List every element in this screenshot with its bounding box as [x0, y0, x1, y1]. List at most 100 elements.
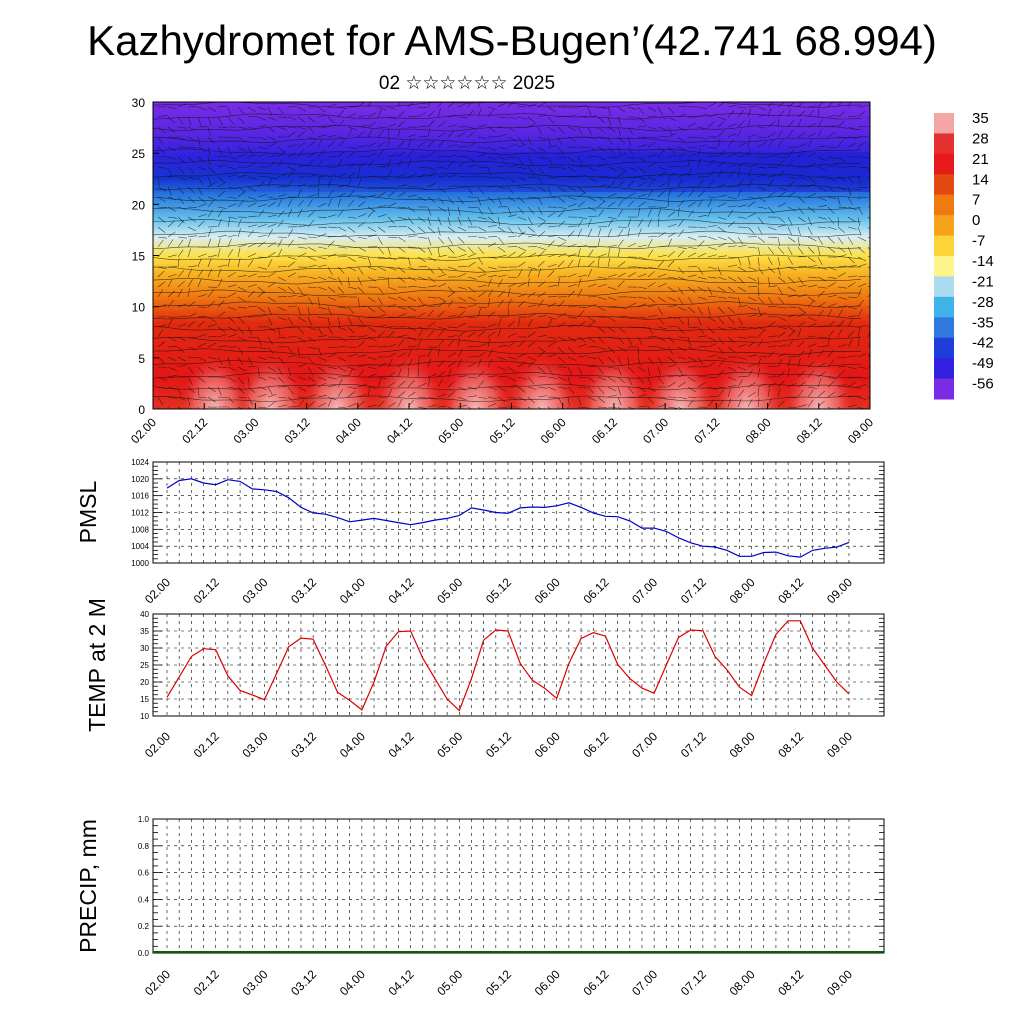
- wind-barb: [807, 256, 816, 263]
- wind-barb: [637, 176, 647, 181]
- wind-barb: [447, 368, 452, 378]
- wind-barb: [417, 256, 426, 263]
- warm-cell: [236, 344, 305, 409]
- wind-barb: [277, 238, 283, 248]
- wind-barb: [377, 126, 388, 128]
- wind-barb: [187, 235, 197, 238]
- wind-barb: [627, 106, 637, 110]
- wind-barb: [297, 252, 307, 258]
- wind-barb: [617, 366, 622, 376]
- wind-barb: [517, 206, 525, 214]
- wind-barb: [317, 264, 327, 268]
- wind-barb: [477, 236, 487, 239]
- wind-barb: [797, 294, 807, 298]
- x-tick-label: 04.00: [337, 967, 368, 998]
- wind-barb: [817, 301, 826, 308]
- wind-barb: [697, 266, 704, 275]
- wind-barb: [357, 236, 367, 240]
- wind-barb: [347, 386, 357, 390]
- wind-barb: [437, 296, 446, 302]
- wind-barb: [757, 326, 767, 331]
- wind-barb: [217, 311, 226, 318]
- wind-barb: [277, 276, 287, 282]
- wind-barb: [457, 103, 467, 108]
- wind-barb: [397, 236, 406, 242]
- wind-barb: [247, 406, 251, 409]
- wind-barb: [427, 226, 435, 234]
- wind-barb: [277, 198, 283, 208]
- wind-barb: [827, 196, 837, 199]
- wind-barb: [787, 119, 795, 128]
- wind-barb: [717, 356, 727, 360]
- wind-barb: [207, 176, 212, 186]
- wind-barb: [597, 228, 602, 238]
- wind-barb: [367, 226, 376, 232]
- wind-barb: [677, 200, 685, 208]
- wind-barb: [647, 115, 657, 118]
- wind-barb: [757, 387, 760, 398]
- wind-barb: [777, 296, 785, 304]
- wind-barb: [497, 156, 507, 160]
- colorbar-segment: [934, 215, 954, 237]
- wind-barb: [567, 166, 576, 173]
- wind-barb: [607, 181, 616, 188]
- wind-barb: [687, 326, 698, 329]
- wind-barb: [217, 268, 222, 278]
- wind-barb: [707, 266, 717, 270]
- wind-barb: [437, 121, 446, 128]
- wind-barb: [197, 214, 207, 218]
- wind-barb: [817, 378, 822, 388]
- wind-barb: [227, 196, 237, 199]
- wind-barb: [527, 166, 535, 174]
- wind-barb: [627, 228, 630, 238]
- wind-barb: [637, 182, 646, 188]
- wind-barb: [727, 366, 737, 372]
- wind-barb: [707, 225, 717, 228]
- wind-barb: [587, 296, 598, 298]
- wind-barb: [337, 366, 347, 372]
- wind-barb: [217, 206, 227, 209]
- wind-barb: [227, 334, 237, 338]
- wind-barb: [787, 330, 795, 338]
- y-tick-label: 0.4: [138, 895, 150, 904]
- wind-barb: [267, 251, 276, 258]
- wind-barb: [237, 296, 246, 302]
- wind-barb: [507, 156, 518, 158]
- wind-barb: [407, 246, 418, 248]
- wind-barb: [357, 196, 367, 199]
- wind-barb: [207, 335, 218, 338]
- wind-barb: [747, 246, 757, 249]
- wind-barb: [637, 116, 646, 123]
- wind-barb: [407, 345, 417, 348]
- wind-barb: [207, 366, 217, 371]
- wind-barb: [387, 326, 398, 328]
- wind-barb: [357, 400, 365, 408]
- wind-barb: [367, 102, 372, 108]
- x-tick-label: 08.12: [775, 729, 806, 760]
- wind-barb: [317, 134, 327, 138]
- wind-barb: [777, 331, 786, 338]
- wind-barb: [737, 326, 748, 328]
- wind-barb: [767, 266, 775, 274]
- wind-barb: [607, 306, 618, 308]
- wind-barb: [717, 326, 727, 331]
- wind-barb: [677, 153, 687, 158]
- wind-barb: [697, 382, 706, 388]
- wind-barb: [717, 168, 723, 178]
- wind-barb: [157, 166, 167, 169]
- wind-barb: [377, 108, 382, 118]
- wind-barb: [837, 196, 841, 206]
- wind-barb: [677, 396, 687, 400]
- wind-barb: [237, 218, 242, 228]
- wind-barb: [437, 175, 447, 178]
- wind-barb: [857, 136, 868, 138]
- wind-barb: [827, 359, 834, 368]
- warm-cell: [303, 344, 372, 409]
- wind-barb: [287, 396, 296, 404]
- wind-barb: [807, 139, 813, 148]
- wind-barb: [697, 356, 703, 365]
- x-tick-label: 04.12: [386, 729, 417, 760]
- wind-barb: [697, 126, 707, 130]
- wind-barb: [617, 166, 627, 172]
- wind-barb: [497, 164, 507, 168]
